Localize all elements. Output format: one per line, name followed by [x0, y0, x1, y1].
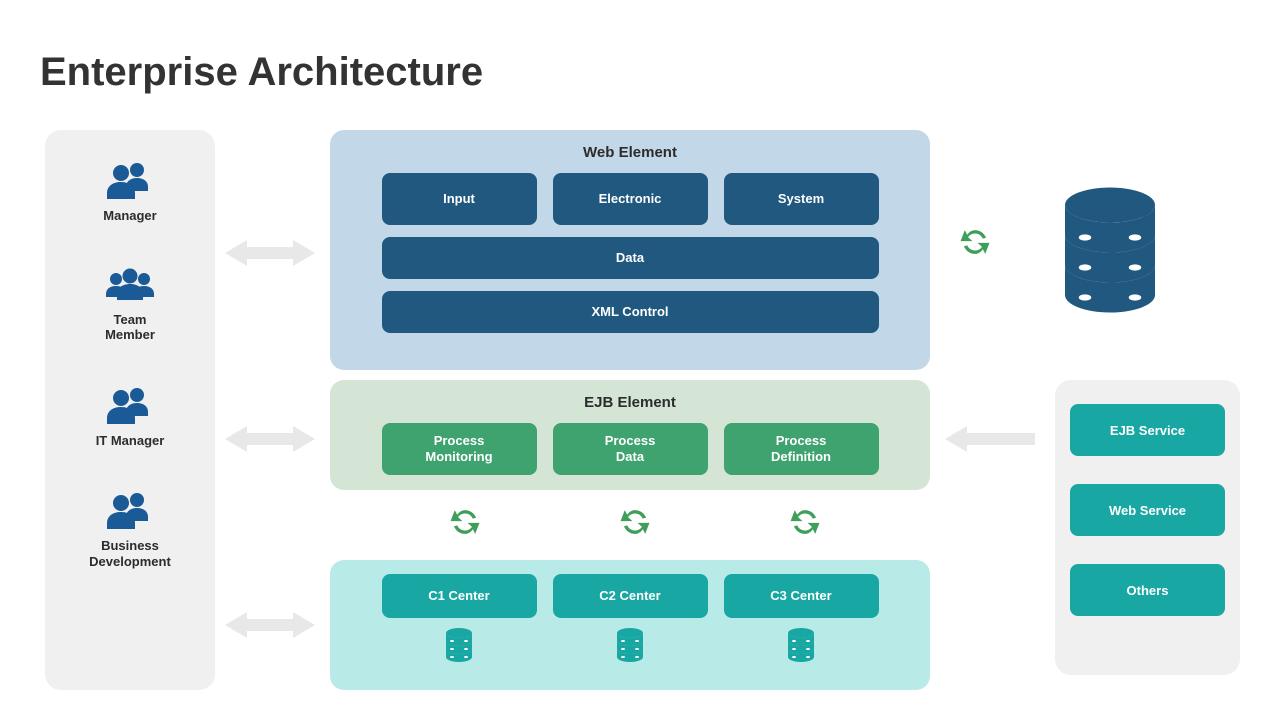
people-icon [105, 490, 155, 532]
service-tile-web-service: Web Service [1070, 484, 1225, 536]
sync-icon [448, 505, 482, 544]
sync-icon [618, 505, 652, 544]
center-layer: C1 Center C2 Center C3 Center [330, 560, 930, 690]
web-tile-data: Data [382, 237, 879, 279]
center-column-2: C3 Center [724, 574, 879, 667]
page-title: Enterprise Architecture [40, 50, 483, 95]
service-tile-others: Others [1070, 564, 1225, 616]
roles-panel: Manager Team Member IT Manager Business … [45, 130, 215, 690]
sync-icon [788, 505, 822, 544]
web-layer-title: Web Element [348, 144, 912, 161]
people-icon [102, 266, 158, 306]
database-large-icon [1060, 185, 1160, 320]
center-tile-1: C2 Center [553, 574, 708, 618]
center-column-1: C2 Center [553, 574, 708, 667]
web-tile-input: Input [382, 173, 537, 225]
sync-web-db-icon [958, 225, 992, 264]
role-item-3: Business Development [89, 490, 171, 569]
web-tile-system: System [724, 173, 879, 225]
web-tile-xmlcontrol: XML Control [382, 291, 879, 333]
left-arrow-icon [945, 424, 1035, 454]
ejb-tile-2: Process Definition [724, 423, 879, 475]
role-item-0: Manager [103, 160, 156, 224]
double-arrow-icon [225, 238, 315, 268]
ejb-tile-1: Process Data [553, 423, 708, 475]
sync-row [380, 505, 890, 544]
people-icon [105, 385, 155, 427]
role-label: Team Member [105, 312, 155, 343]
database-small-icon [615, 628, 645, 667]
ejb-element-layer: EJB Element Process Monitoring Process Da… [330, 380, 930, 490]
role-item-1: Team Member [102, 266, 158, 343]
web-tile-electronic: Electronic [553, 173, 708, 225]
role-label: Manager [103, 208, 156, 224]
center-tile-2: C3 Center [724, 574, 879, 618]
ejb-layer-title: EJB Element [348, 394, 912, 411]
center-column-0: C1 Center [382, 574, 537, 667]
web-element-layer: Web Element Input Electronic System Data X… [330, 130, 930, 370]
people-icon [105, 160, 155, 202]
role-item-2: IT Manager [96, 385, 165, 449]
role-label: Business Development [89, 538, 171, 569]
role-label: IT Manager [96, 433, 165, 449]
double-arrow-icon [225, 424, 315, 454]
database-small-icon [444, 628, 474, 667]
ejb-tile-0: Process Monitoring [382, 423, 537, 475]
center-tile-0: C1 Center [382, 574, 537, 618]
service-tile-ejb-service: EJB Service [1070, 404, 1225, 456]
double-arrow-icon [225, 610, 315, 640]
services-panel: EJB Service Web Service Others [1055, 380, 1240, 675]
database-small-icon [786, 628, 816, 667]
